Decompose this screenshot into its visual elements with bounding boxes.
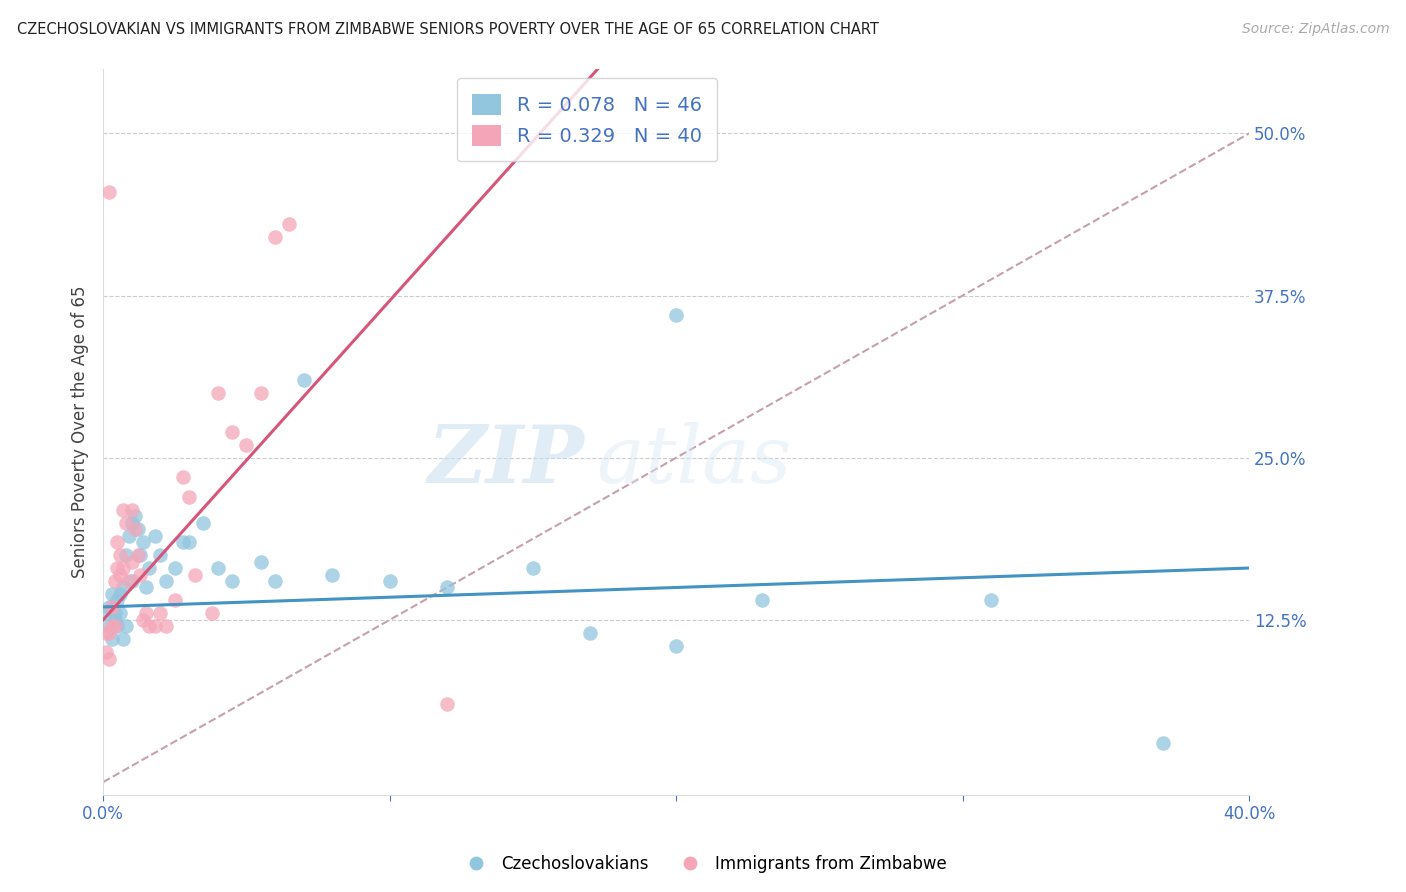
Point: [118, 528, 141, 542]
Point: [138, 619, 160, 633]
Point: [751, 593, 773, 607]
Text: ZIP: ZIP: [427, 422, 585, 500]
Point: [177, 535, 200, 549]
Point: [97, 599, 120, 614]
Point: [665, 639, 688, 653]
Legend: Czechoslovakians, Immigrants from Zimbabwe: Czechoslovakians, Immigrants from Zimbab…: [453, 848, 953, 880]
Point: [115, 619, 138, 633]
Point: [155, 574, 177, 588]
Point: [172, 535, 194, 549]
Point: [135, 607, 157, 621]
Point: [207, 561, 229, 575]
Legend: R = 0.078   N = 46, R = 0.329   N = 40: R = 0.078 N = 46, R = 0.329 N = 40: [457, 78, 717, 161]
Y-axis label: Seniors Poverty Over the Age of 65: Seniors Poverty Over the Age of 65: [72, 285, 89, 578]
Point: [132, 613, 155, 627]
Point: [129, 548, 152, 562]
Point: [100, 619, 122, 633]
Point: [221, 425, 243, 439]
Point: [97, 185, 120, 199]
Point: [97, 626, 120, 640]
Point: [378, 574, 401, 588]
Point: [124, 522, 146, 536]
Point: [121, 555, 143, 569]
Point: [172, 470, 194, 484]
Point: [1152, 736, 1174, 750]
Point: [129, 567, 152, 582]
Point: [100, 632, 122, 647]
Point: [321, 567, 343, 582]
Point: [579, 626, 602, 640]
Point: [121, 574, 143, 588]
Point: [100, 599, 122, 614]
Text: CZECHOSLOVAKIAN VS IMMIGRANTS FROM ZIMBABWE SENIORS POVERTY OVER THE AGE OF 65 C: CZECHOSLOVAKIAN VS IMMIGRANTS FROM ZIMBA…: [17, 22, 879, 37]
Point: [104, 574, 127, 588]
Point: [264, 230, 287, 244]
Point: [107, 593, 129, 607]
Text: Source: ZipAtlas.com: Source: ZipAtlas.com: [1241, 22, 1389, 37]
Point: [235, 438, 257, 452]
Point: [115, 548, 138, 562]
Point: [249, 555, 271, 569]
Point: [121, 516, 143, 530]
Point: [97, 619, 120, 633]
Point: [118, 574, 141, 588]
Point: [138, 561, 160, 575]
Point: [149, 607, 172, 621]
Point: [201, 607, 224, 621]
Point: [278, 217, 301, 231]
Point: [107, 619, 129, 633]
Point: [149, 548, 172, 562]
Point: [112, 561, 135, 575]
Point: [110, 587, 132, 601]
Point: [121, 502, 143, 516]
Point: [436, 698, 458, 712]
Point: [94, 645, 117, 659]
Point: [132, 535, 155, 549]
Point: [436, 581, 458, 595]
Point: [163, 561, 186, 575]
Point: [104, 619, 127, 633]
Point: [143, 528, 166, 542]
Point: [163, 593, 186, 607]
Point: [127, 548, 149, 562]
Point: [100, 587, 122, 601]
Point: [104, 607, 127, 621]
Point: [110, 548, 132, 562]
Point: [112, 502, 135, 516]
Point: [94, 626, 117, 640]
Point: [104, 613, 127, 627]
Point: [110, 567, 132, 582]
Point: [221, 574, 243, 588]
Point: [107, 535, 129, 549]
Point: [665, 308, 688, 322]
Text: atlas: atlas: [596, 422, 792, 500]
Point: [127, 522, 149, 536]
Point: [135, 581, 157, 595]
Point: [97, 652, 120, 666]
Point: [107, 561, 129, 575]
Point: [110, 607, 132, 621]
Point: [155, 619, 177, 633]
Point: [264, 574, 287, 588]
Point: [112, 581, 135, 595]
Point: [207, 385, 229, 400]
Point: [143, 619, 166, 633]
Point: [94, 607, 117, 621]
Point: [112, 632, 135, 647]
Point: [522, 561, 544, 575]
Point: [124, 509, 146, 524]
Point: [177, 490, 200, 504]
Point: [115, 516, 138, 530]
Point: [184, 567, 207, 582]
Point: [249, 385, 271, 400]
Point: [980, 593, 1002, 607]
Point: [292, 373, 315, 387]
Point: [193, 516, 215, 530]
